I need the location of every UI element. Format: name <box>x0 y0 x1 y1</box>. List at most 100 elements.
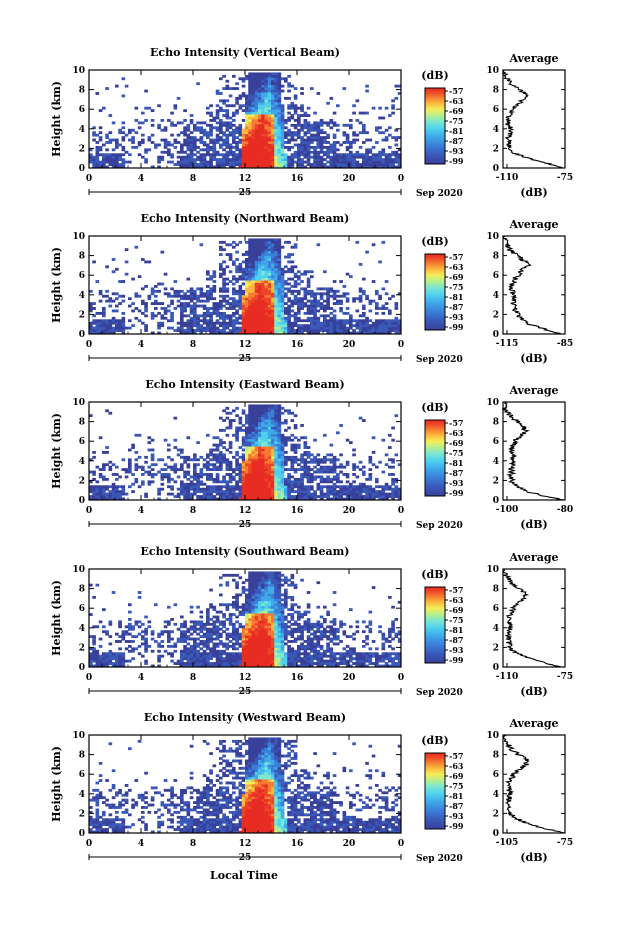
month-label: Sep 2020 <box>416 521 463 531</box>
x-tick-label: 16 <box>291 506 304 516</box>
average-y-tick-label: 10 <box>486 565 499 575</box>
average-y-tick-label: 10 <box>486 731 499 741</box>
x-tick-label: 16 <box>291 839 304 849</box>
x-tick-label: 0 <box>398 506 404 516</box>
average-y-tick-label: 10 <box>486 66 499 76</box>
day-label: 25 <box>239 354 252 364</box>
y-axis-label: Height (km) <box>50 81 63 157</box>
y-tick-label: 4 <box>79 125 85 135</box>
colorbar-tick-label: -57 <box>449 418 463 428</box>
panel-title: Echo Intensity (Northward Beam) <box>141 212 350 225</box>
average-y-tick-label: 2 <box>493 643 499 653</box>
heatmap-cells <box>89 737 402 834</box>
colorbar-tick-label: -57 <box>449 86 463 96</box>
x-tick-label: 4 <box>138 506 144 516</box>
colorbar-tick-label: -99 <box>449 322 464 332</box>
average-frame <box>502 734 566 834</box>
average-x-tick-label: -110 <box>496 173 519 183</box>
average-y-tick-label: 10 <box>486 398 499 408</box>
average-y-tick-label: 6 <box>493 770 499 780</box>
y-tick-label: 4 <box>79 790 85 800</box>
x-tick-label: 12 <box>239 174 252 184</box>
colorbar <box>424 87 446 165</box>
colorbar <box>424 419 446 497</box>
colorbar-tick-label: -87 <box>449 136 463 146</box>
average-profile-line <box>501 70 563 169</box>
average-x-tick-label: -105 <box>496 838 519 848</box>
x-tick-label: 4 <box>138 673 144 683</box>
average-title: Average <box>508 551 558 564</box>
y-tick-label: 4 <box>79 457 85 467</box>
y-tick-label: 0 <box>79 496 85 506</box>
average-x-label: (dB) <box>520 851 547 864</box>
x-tick-label: 20 <box>343 506 356 516</box>
average-x-tick-label: -80 <box>557 505 573 515</box>
y-axis-label: Height (km) <box>50 746 63 822</box>
x-tick-label: 8 <box>190 174 196 184</box>
average-frame <box>502 401 566 501</box>
heatmap-cells <box>89 72 402 169</box>
y-tick-label: 8 <box>79 418 85 428</box>
heatmap-cells <box>89 571 402 668</box>
y-tick-label: 10 <box>72 731 85 741</box>
colorbar <box>424 752 446 830</box>
colorbar <box>424 253 446 331</box>
x-tick-label: 4 <box>138 174 144 184</box>
average-x-tick-label: -85 <box>557 339 573 349</box>
y-tick-label: 6 <box>79 604 85 614</box>
y-tick-label: 10 <box>72 232 85 242</box>
average-y-tick-label: 2 <box>493 476 499 486</box>
colorbar-tick-label: -75 <box>449 448 463 458</box>
average-frame <box>502 235 566 335</box>
heatmap-cells <box>89 238 402 335</box>
average-y-tick-label: 2 <box>493 144 499 154</box>
colorbar-tick-label: -99 <box>449 156 464 166</box>
average-y-tick-label: 4 <box>493 457 499 467</box>
colorbar-tick-label: -87 <box>449 635 463 645</box>
colorbar-tick-label: -75 <box>449 781 463 791</box>
average-y-tick-label: 8 <box>493 751 499 761</box>
y-tick-label: 6 <box>79 770 85 780</box>
colorbar-tick-label: -69 <box>449 771 464 781</box>
colorbar-tick-label: -93 <box>449 478 464 488</box>
x-tick-label: 8 <box>190 839 196 849</box>
average-y-tick-label: 10 <box>486 232 499 242</box>
x-tick-label: 4 <box>138 340 144 350</box>
y-axis-label: Height (km) <box>50 247 63 323</box>
average-profile-line <box>501 401 565 501</box>
colorbar <box>424 586 446 664</box>
colorbar-tick-label: -75 <box>449 282 463 292</box>
x-tick-label: 0 <box>86 174 92 184</box>
average-y-tick-label: 4 <box>493 624 499 634</box>
colorbar-tick-label: -63 <box>449 761 464 771</box>
average-y-tick-label: 0 <box>493 164 499 174</box>
average-x-label: (dB) <box>520 186 547 199</box>
day-label: 25 <box>239 853 252 863</box>
average-x-tick-label: -100 <box>496 505 519 515</box>
panel-2: Echo Intensity (Eastward Beam) 0 2 4 6 8 10 0 4 8… <box>50 378 573 531</box>
average-profile-line <box>502 235 561 334</box>
average-title: Average <box>508 52 558 65</box>
average-y-tick-label: 0 <box>493 663 499 673</box>
colorbar-unit: (dB) <box>421 401 448 414</box>
y-tick-label: 0 <box>79 663 85 673</box>
x-tick-label: 0 <box>86 506 92 516</box>
x-axis-label: Local Time <box>210 869 278 882</box>
average-x-tick-label: -75 <box>557 173 573 183</box>
average-y-tick-label: 2 <box>493 809 499 819</box>
panel-1: Echo Intensity (Northward Beam) 0 2 4 6 8 10 0 4… <box>50 212 573 365</box>
y-tick-label: 0 <box>79 164 85 174</box>
panel-title: Echo Intensity (Vertical Beam) <box>150 46 340 59</box>
colorbar-tick-label: -75 <box>449 116 463 126</box>
x-tick-label: 0 <box>86 340 92 350</box>
month-label: Sep 2020 <box>416 355 463 365</box>
average-x-label: (dB) <box>520 518 547 531</box>
x-tick-label: 0 <box>398 174 404 184</box>
y-tick-label: 0 <box>79 330 85 340</box>
x-tick-label: 12 <box>239 506 252 516</box>
colorbar-tick-label: -63 <box>449 595 464 605</box>
y-tick-label: 10 <box>72 66 85 76</box>
colorbar-tick-label: -63 <box>449 262 464 272</box>
colorbar-tick-label: -87 <box>449 468 463 478</box>
